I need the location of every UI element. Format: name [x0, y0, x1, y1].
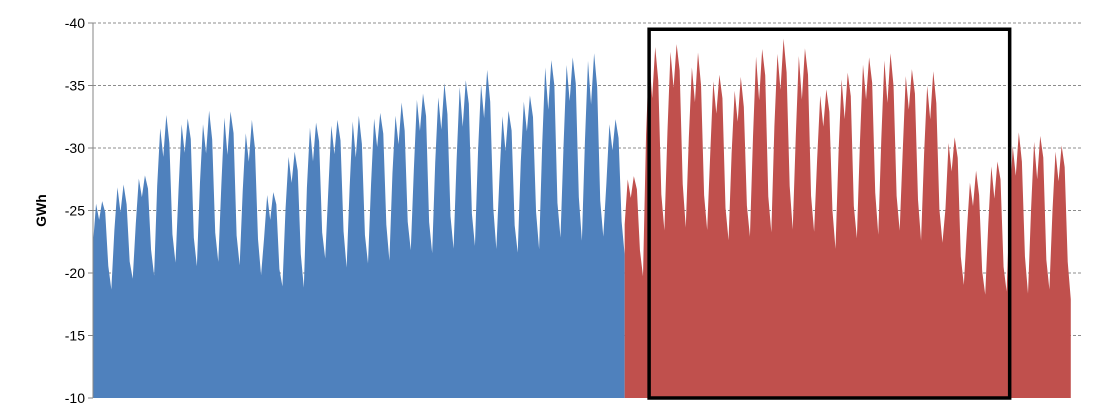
- highlight-box: [647, 27, 1012, 400]
- y-tick-label: -40: [65, 15, 85, 31]
- y-tick-label: -35: [65, 78, 85, 94]
- y-axis-title: GWh: [33, 194, 49, 227]
- y-tick-label: -15: [65, 328, 85, 344]
- y-tick-labels: -40 -35 -30 -25 -20 -15 -10: [65, 15, 85, 405]
- y-tick-label: -30: [65, 140, 85, 156]
- y-tick-label: -25: [65, 203, 85, 219]
- axes: [88, 22, 94, 399]
- series-area-2: [624, 38, 1071, 399]
- y-tick-label: -10: [65, 390, 85, 405]
- series-area-1: [93, 53, 625, 398]
- highlight-layer: [647, 27, 1012, 400]
- series-layer: [93, 38, 1071, 399]
- y-tick-label: -20: [65, 265, 85, 281]
